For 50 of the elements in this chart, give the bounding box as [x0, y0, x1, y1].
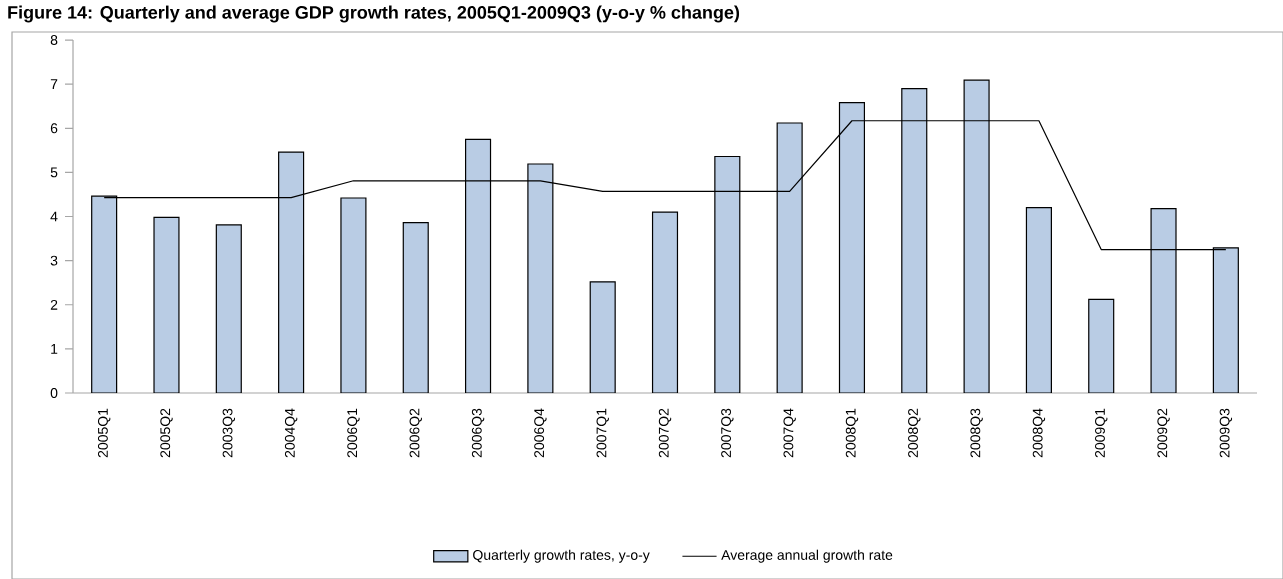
bar — [215, 224, 242, 394]
x-tick-label: 2006Q1 — [347, 408, 360, 458]
x-tick-label: 2008Q4 — [1032, 408, 1046, 458]
bar — [776, 122, 803, 394]
bar — [340, 197, 367, 394]
y-tick-label: 7 — [50, 79, 58, 89]
bar — [1025, 207, 1052, 394]
bar — [527, 163, 554, 394]
y-tick-label: 5 — [50, 167, 58, 178]
bar — [963, 79, 990, 394]
y-tick-label: 3 — [50, 255, 58, 266]
legend-label: Average annual growth rate — [721, 549, 893, 563]
x-tick-label: 2006Q4 — [534, 408, 547, 458]
x-tick-label: 2009Q1 — [1095, 408, 1108, 458]
bar — [153, 216, 180, 394]
y-tick-label: 0 — [50, 388, 58, 398]
y-tick-label: 4 — [50, 211, 58, 222]
x-tick-label: 2006Q2 — [409, 408, 422, 458]
bar — [278, 151, 305, 394]
y-tick-label: 6 — [50, 123, 58, 134]
bar — [91, 195, 118, 394]
bar — [714, 155, 741, 394]
chart-title: Figure 14: Quarterly and average GDP growth rates, 2005Q1-2009Q3 (y-o-y % change) — [8, 5, 740, 23]
bar — [402, 222, 429, 394]
x-tick-label: 2009Q3 — [1219, 408, 1233, 458]
y-tick-label: 1 — [51, 344, 58, 354]
x-tick-label: 2007Q3 — [721, 408, 734, 458]
x-tick-label: 2004Q4 — [284, 408, 298, 458]
x-tick-label: 2008Q3 — [970, 408, 983, 458]
bar — [465, 138, 492, 394]
x-tick-label: 2007Q4 — [783, 408, 796, 458]
x-tick-label: 2006Q3 — [471, 408, 485, 458]
x-tick-label: 2008Q1 — [845, 408, 859, 458]
x-tick-label: 2005Q1 — [97, 408, 111, 458]
x-tick-label: 2008Q2 — [908, 408, 921, 458]
bar — [1212, 247, 1239, 394]
x-tick-label: 2009Q2 — [1157, 408, 1170, 458]
bar — [838, 102, 866, 394]
bar — [1088, 298, 1115, 394]
y-tick-label: 2 — [50, 299, 58, 310]
bar — [589, 281, 616, 394]
bar — [651, 211, 679, 394]
legend-label: Quarterly growth rates, y-o-y — [473, 549, 650, 563]
bar — [1150, 207, 1177, 394]
bar — [901, 87, 928, 394]
x-tick-label: 2003Q3 — [222, 408, 235, 458]
x-tick-label: 2005Q2 — [160, 408, 173, 458]
x-tick-label: 2007Q2 — [658, 408, 672, 458]
y-tick-label: 8 — [50, 35, 58, 45]
x-tick-label: 2007Q1 — [596, 408, 609, 458]
